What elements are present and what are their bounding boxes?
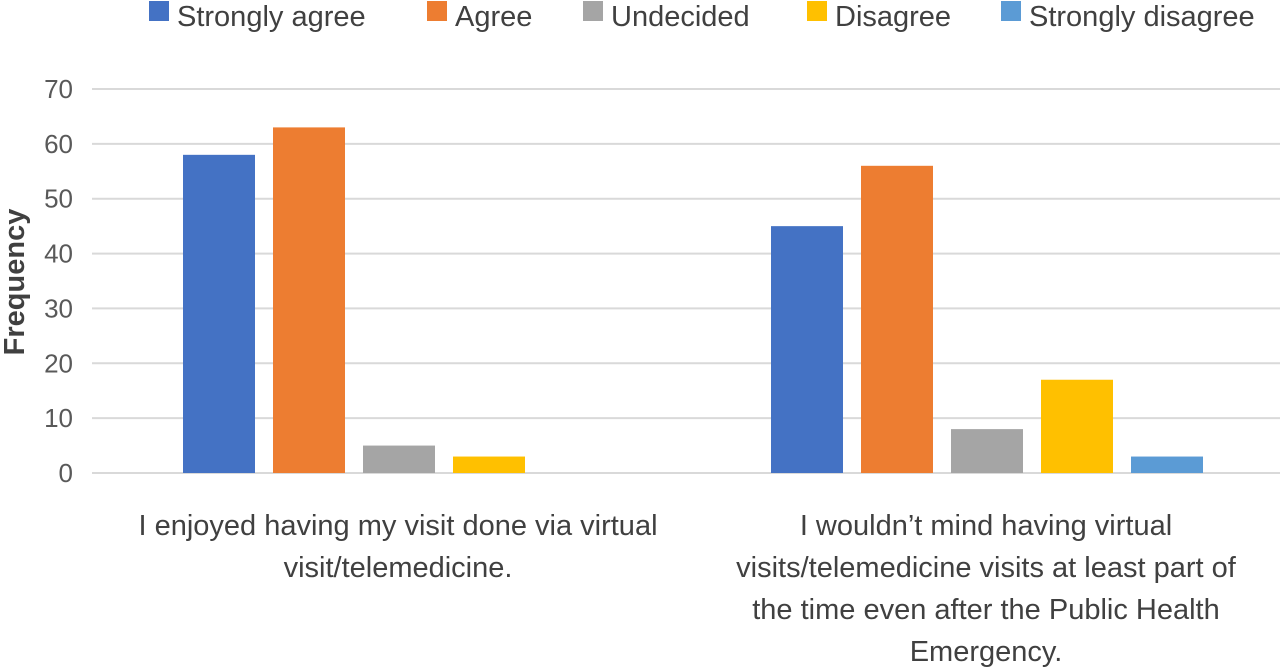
y-tick-label: 0 bbox=[59, 458, 73, 488]
y-tick-label: 40 bbox=[44, 239, 73, 269]
y-tick-label: 70 bbox=[44, 74, 73, 104]
legend-swatch bbox=[427, 1, 447, 21]
bar bbox=[771, 226, 843, 473]
x-category-label: visit/telemedicine. bbox=[284, 552, 513, 584]
bar bbox=[1131, 456, 1203, 473]
legend-swatch bbox=[807, 1, 827, 21]
y-tick-label: 10 bbox=[44, 403, 73, 433]
legend-label: Disagree bbox=[835, 1, 951, 33]
x-category-label: Emergency. bbox=[910, 636, 1063, 668]
bar bbox=[861, 165, 933, 474]
y-axis-title: Frequency bbox=[0, 209, 31, 356]
bar bbox=[453, 456, 525, 473]
legend-label: Strongly disagree bbox=[1029, 1, 1255, 33]
bar bbox=[183, 154, 255, 474]
bars bbox=[183, 127, 1203, 474]
x-axis-categories: I enjoyed having my visit done via virtu… bbox=[138, 510, 1236, 668]
legend: Strongly agree Agree Undecided Disagree Stro… bbox=[149, 1, 1255, 33]
y-tick-label: 20 bbox=[44, 348, 73, 378]
y-axis-ticks: 0 10 20 30 40 50 60 70 bbox=[44, 74, 73, 488]
legend-swatch bbox=[1001, 1, 1021, 21]
bar bbox=[951, 429, 1023, 473]
legend-swatch bbox=[149, 1, 169, 21]
legend-label: Agree bbox=[455, 1, 532, 33]
y-tick-label: 30 bbox=[44, 293, 73, 323]
x-category-label: the time even after the Public Health bbox=[752, 594, 1219, 626]
x-category-label: I wouldn’t mind having virtual bbox=[800, 510, 1172, 542]
legend-label: Strongly agree bbox=[177, 1, 366, 33]
bar bbox=[363, 445, 435, 473]
y-tick-label: 50 bbox=[44, 184, 73, 214]
bar bbox=[1041, 379, 1113, 473]
legend-label: Undecided bbox=[611, 1, 750, 33]
legend-swatch bbox=[583, 1, 603, 21]
x-category-label: I enjoyed having my visit done via virtu… bbox=[138, 510, 657, 542]
y-tick-label: 60 bbox=[44, 129, 73, 159]
bar bbox=[273, 127, 345, 474]
x-category-label: visits/telemedicine visits at least part… bbox=[736, 552, 1237, 584]
